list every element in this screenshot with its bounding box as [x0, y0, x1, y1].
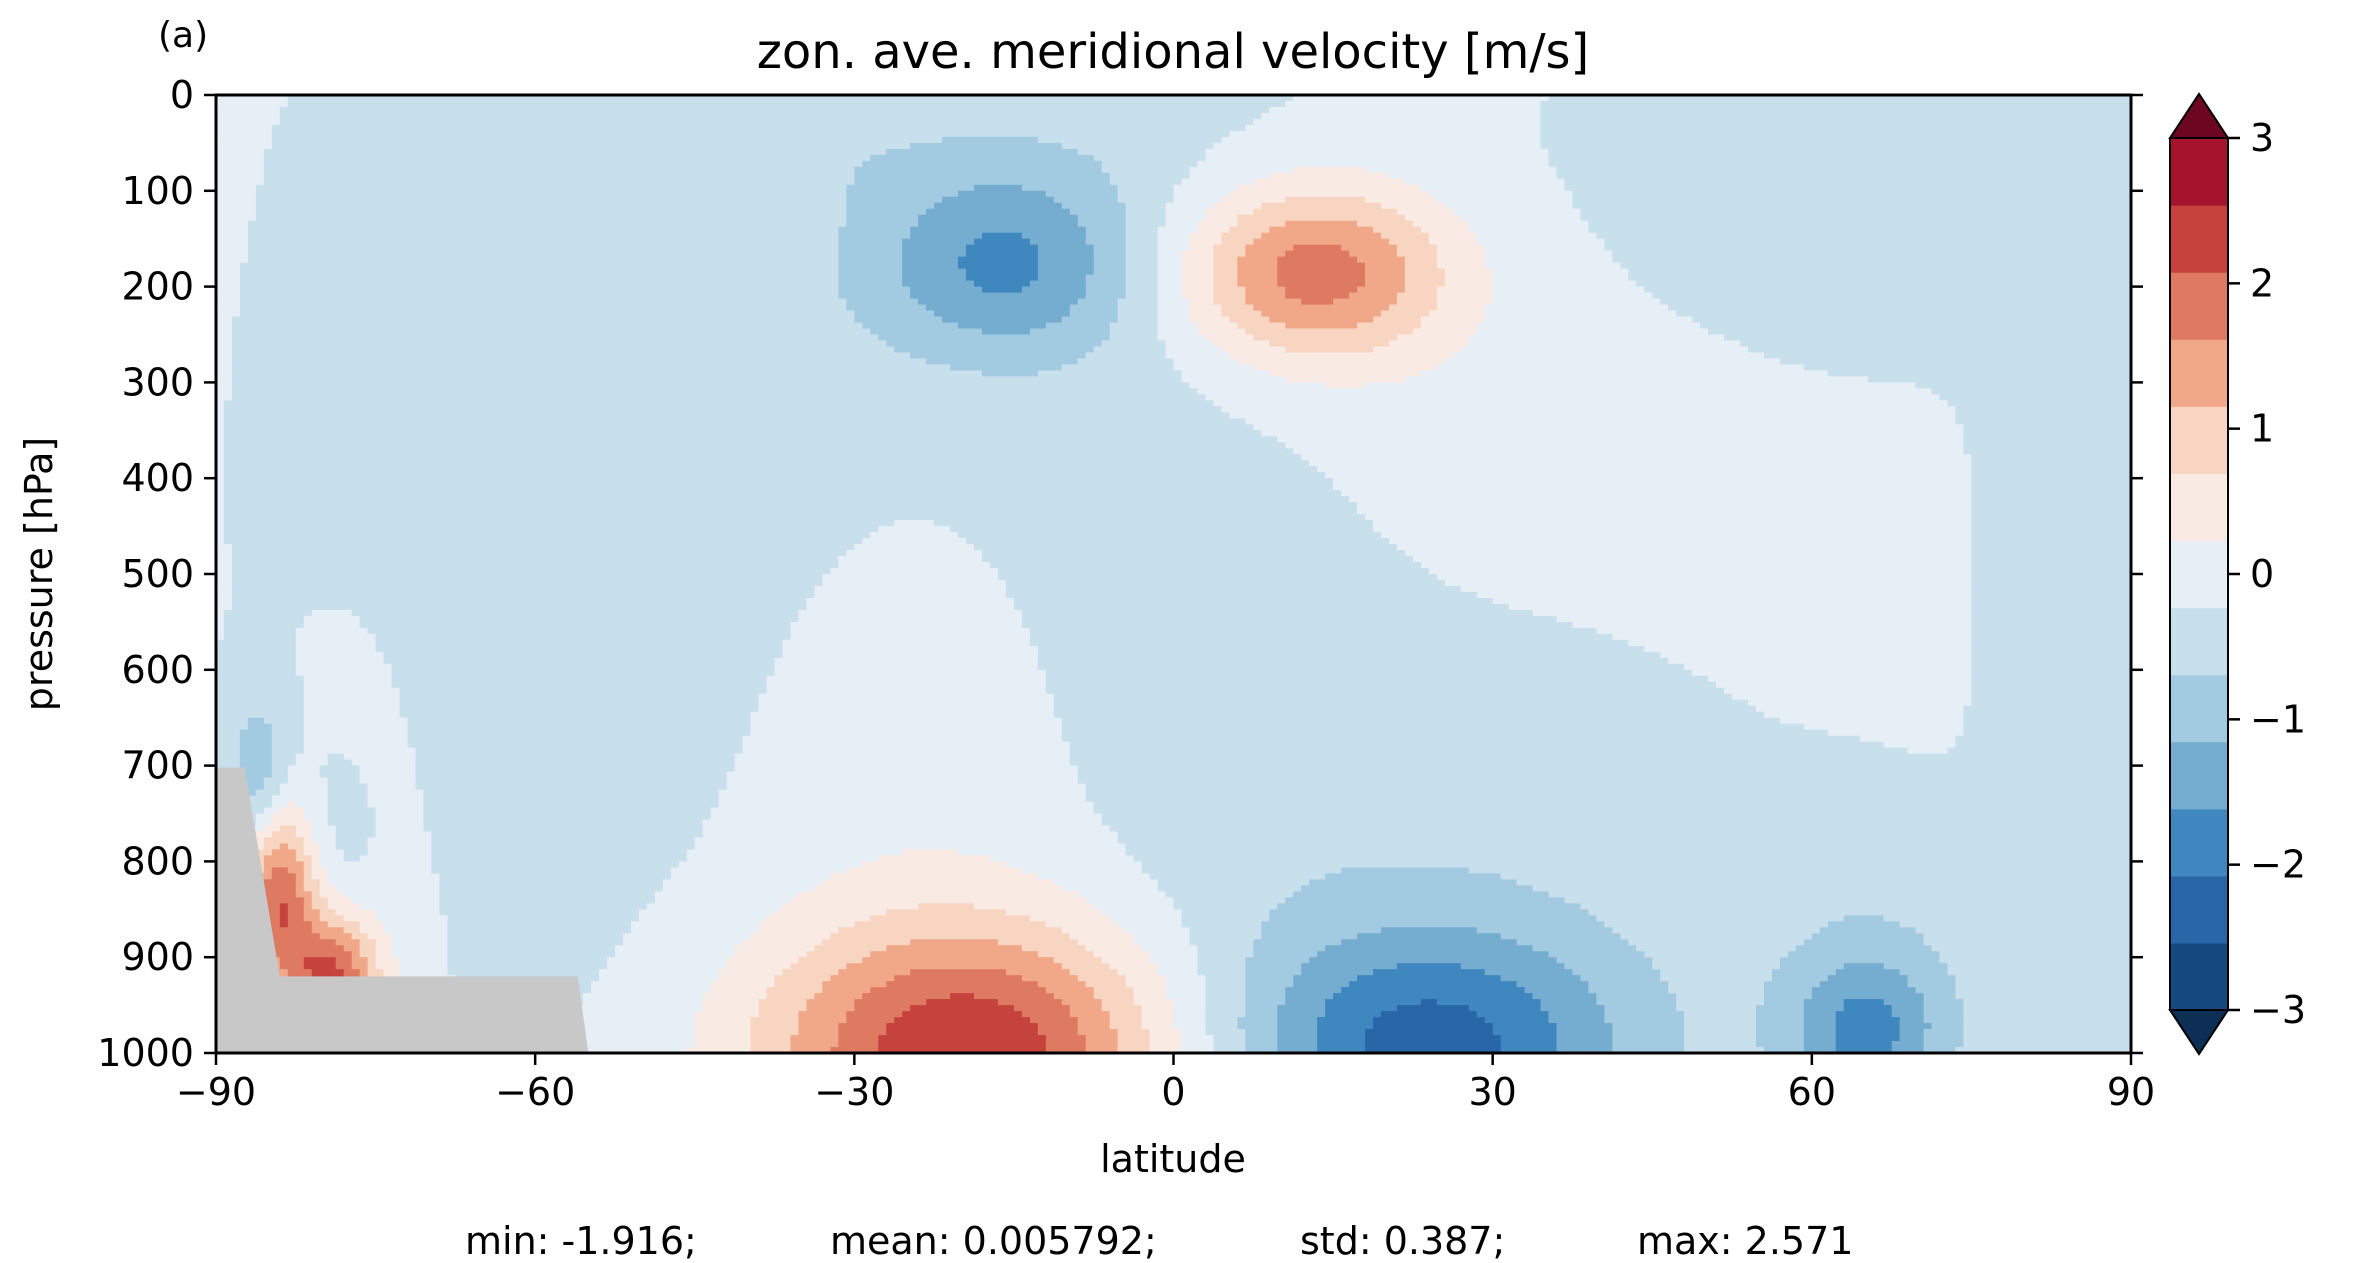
- y-tick-label: 1000: [97, 1031, 194, 1075]
- colorbar-segment: [2170, 875, 2228, 944]
- surface-topography: [216, 767, 589, 1053]
- x-tick-label: −30: [814, 1070, 894, 1114]
- colorbar-segment: [2170, 272, 2228, 340]
- colorbar-tick-label: −3: [2250, 988, 2306, 1032]
- y-axis: 0 100 200 300 400 500 600 700 800 900 1000: [97, 73, 2143, 1075]
- colorbar-tick-label: 2: [2250, 261, 2274, 305]
- colorbar-segment: [2170, 205, 2228, 273]
- x-axis: −90 −60 −30 0 30 60 90: [176, 1053, 2155, 1114]
- topography-mask: [216, 767, 589, 1053]
- colorbar-tick-label: 3: [2250, 116, 2274, 160]
- x-tick-label: 60: [1788, 1070, 1836, 1114]
- y-tick-label: 200: [121, 265, 194, 309]
- y-tick-label: 900: [121, 935, 194, 979]
- colorbar-segment: [2170, 808, 2228, 877]
- y-tick-label: 800: [121, 839, 194, 883]
- colorbar-segment: [2170, 473, 2228, 542]
- stat-max: max: 2.571: [1637, 1219, 1853, 1263]
- y-tick-label: 100: [121, 169, 194, 213]
- stat-min: min: -1.916;: [465, 1219, 697, 1263]
- colorbar-segment: [2170, 741, 2228, 810]
- y-tick-label: 0: [170, 73, 194, 117]
- y-tick-label: 600: [121, 648, 194, 692]
- colorbar-extend-min: [2168, 1009, 2230, 1056]
- colorbar-segment: [2170, 138, 2228, 206]
- colorbar-tick-label: −2: [2250, 843, 2306, 887]
- colorbar-extend-max: [2168, 92, 2230, 139]
- colorbar-segment: [2170, 339, 2228, 407]
- x-tick-label: 0: [1161, 1070, 1185, 1114]
- x-tick-label: 90: [2107, 1070, 2155, 1114]
- x-tick-label: 30: [1468, 1070, 1516, 1114]
- colorbar-tick-label: −1: [2250, 697, 2306, 741]
- colorbar-segment: [2170, 406, 2228, 474]
- stat-std: std: 0.387;: [1300, 1219, 1505, 1263]
- colorbar-segment: [2170, 942, 2228, 1011]
- colorbar-segment: [2170, 607, 2228, 676]
- chart-title: zon. ave. meridional velocity [m/s]: [757, 24, 1590, 80]
- y-tick-label: 300: [121, 360, 194, 404]
- colorbar: −3 −2 −1 0 1 2 3: [2168, 92, 2306, 1056]
- y-tick-label: 400: [121, 456, 194, 500]
- stats-line: min: -1.916; mean: 0.005792; std: 0.387;…: [465, 1219, 1853, 1263]
- x-tick-label: −90: [176, 1070, 256, 1114]
- colorbar-segment: [2170, 674, 2228, 743]
- contour-field: [216, 95, 2131, 1053]
- x-axis-label: latitude: [1100, 1137, 1246, 1181]
- y-tick-label: 500: [121, 552, 194, 596]
- y-axis-label: pressure [hPa]: [17, 437, 61, 711]
- stat-mean: mean: 0.005792;: [830, 1219, 1157, 1263]
- colorbar-segment: [2170, 540, 2228, 609]
- colorbar-tick-label: 1: [2250, 407, 2274, 451]
- x-tick-label: −60: [495, 1070, 575, 1114]
- colorbar-tick-label: 0: [2250, 552, 2274, 596]
- y-tick-label: 700: [121, 744, 194, 788]
- panel-label: (a): [158, 15, 208, 56]
